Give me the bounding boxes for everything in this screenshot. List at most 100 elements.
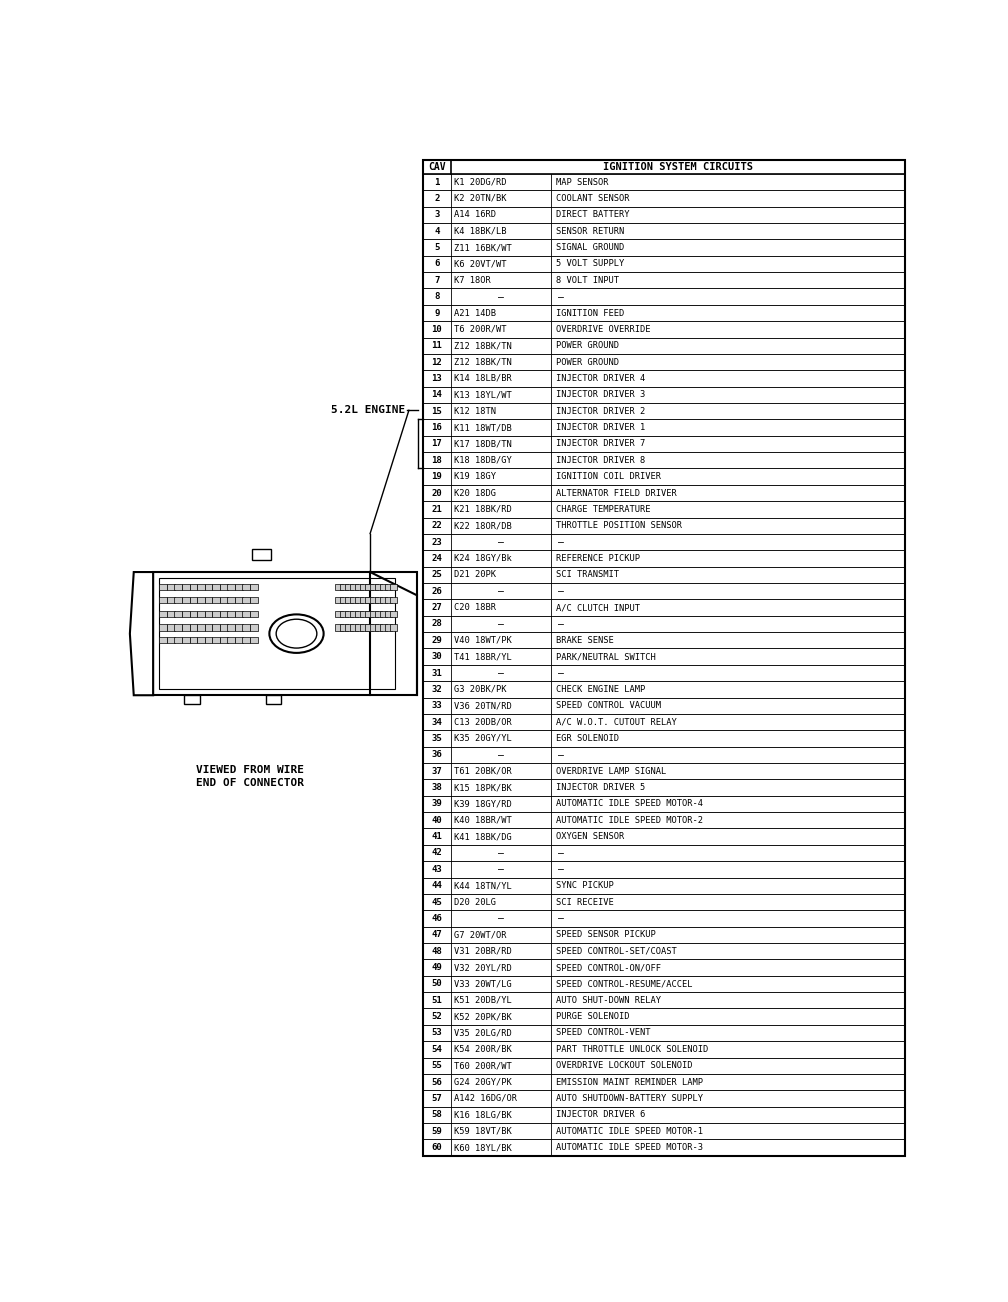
Text: D20 20LG: D20 20LG (454, 897, 496, 906)
Bar (159, 583, 167, 590)
Bar (422, 160, 905, 174)
Bar (422, 174, 905, 190)
Bar (250, 596, 258, 603)
Text: 40: 40 (431, 816, 443, 824)
Bar (422, 370, 905, 387)
Text: C13 20DB/OR: C13 20DB/OR (454, 717, 512, 727)
Text: DIRECT BATTERY: DIRECT BATTERY (556, 211, 630, 219)
Text: OVERDRIVE LOCKOUT SOLENOID: OVERDRIVE LOCKOUT SOLENOID (556, 1061, 692, 1070)
Text: AUTOMATIC IDLE SPEED MOTOR-4: AUTOMATIC IDLE SPEED MOTOR-4 (556, 799, 704, 809)
Ellipse shape (276, 620, 317, 648)
Text: K15 18PK/BK: K15 18PK/BK (454, 783, 512, 792)
Text: —: — (557, 848, 563, 858)
Text: T61 20BK/OR: T61 20BK/OR (454, 767, 512, 776)
Text: EMISSION MAINT REMINDER LAMP: EMISSION MAINT REMINDER LAMP (556, 1078, 704, 1087)
Bar (243, 583, 250, 590)
Bar (252, 549, 271, 560)
Text: A/C W.O.T. CUTOUT RELAY: A/C W.O.T. CUTOUT RELAY (556, 717, 677, 727)
Text: SPEED SENSOR PICKUP: SPEED SENSOR PICKUP (556, 931, 656, 939)
Text: 44: 44 (431, 881, 443, 891)
Bar (422, 190, 905, 207)
Bar (235, 625, 243, 630)
Bar (205, 583, 213, 590)
Text: IGNITION COIL DRIVER: IGNITION COIL DRIVER (556, 473, 661, 482)
Text: AUTOMATIC IDLE SPEED MOTOR-2: AUTOMATIC IDLE SPEED MOTOR-2 (556, 816, 704, 824)
Bar (422, 1139, 905, 1156)
Text: 23: 23 (431, 538, 443, 547)
Text: K60 18YL/BK: K60 18YL/BK (454, 1143, 512, 1152)
Bar (159, 637, 167, 643)
Bar (243, 637, 250, 643)
Bar (365, 625, 373, 630)
Text: AUTOMATIC IDLE SPEED MOTOR-3: AUTOMATIC IDLE SPEED MOTOR-3 (556, 1143, 704, 1152)
Bar (360, 596, 368, 603)
Text: 34: 34 (431, 717, 443, 727)
Text: A/C CLUTCH INPUT: A/C CLUTCH INPUT (556, 603, 640, 612)
Bar (422, 763, 905, 780)
Text: —: — (557, 750, 563, 760)
Bar (422, 910, 905, 927)
Bar (422, 583, 905, 599)
Bar (190, 625, 198, 630)
Text: 5.2L ENGINE: 5.2L ENGINE (331, 405, 405, 415)
Text: —: — (557, 292, 563, 302)
Text: K19 18GY: K19 18GY (454, 473, 496, 482)
Bar (370, 583, 378, 590)
Text: EGR SOLENOID: EGR SOLENOID (556, 734, 619, 743)
Text: AUTOMATIC IDLE SPEED MOTOR-1: AUTOMATIC IDLE SPEED MOTOR-1 (556, 1126, 704, 1135)
Bar (385, 625, 392, 630)
Bar (250, 625, 258, 630)
Text: SYNC PICKUP: SYNC PICKUP (556, 881, 614, 891)
Bar (355, 611, 363, 617)
Bar (220, 637, 228, 643)
Bar (228, 637, 235, 643)
Bar (422, 812, 905, 828)
Text: G24 20GY/PK: G24 20GY/PK (454, 1078, 512, 1087)
Text: 4: 4 (434, 227, 439, 236)
Bar (422, 631, 905, 648)
Text: INJECTOR DRIVER 3: INJECTOR DRIVER 3 (556, 391, 645, 400)
Bar (228, 611, 235, 617)
Bar (355, 596, 363, 603)
Polygon shape (130, 572, 153, 695)
Bar (250, 583, 258, 590)
Text: 8 VOLT INPUT: 8 VOLT INPUT (556, 276, 619, 285)
Bar (389, 583, 397, 590)
Bar (380, 583, 387, 590)
Text: POWER GROUND: POWER GROUND (556, 341, 619, 350)
Text: 50: 50 (431, 979, 443, 988)
Text: 38: 38 (431, 783, 443, 792)
Text: —: — (498, 292, 504, 302)
Text: REFERENCE PICKUP: REFERENCE PICKUP (556, 553, 640, 562)
Text: —: — (557, 865, 563, 875)
Bar (182, 611, 190, 617)
Text: 9: 9 (434, 309, 439, 318)
Text: T60 200R/WT: T60 200R/WT (454, 1061, 512, 1070)
Bar (422, 1090, 905, 1107)
Text: CHECK ENGINE LAMP: CHECK ENGINE LAMP (556, 685, 645, 694)
Text: INJECTOR DRIVER 1: INJECTOR DRIVER 1 (556, 423, 645, 432)
Text: SPEED CONTROL-VENT: SPEED CONTROL-VENT (556, 1029, 650, 1038)
Bar (422, 534, 905, 551)
Bar (422, 518, 905, 534)
Text: K54 200R/BK: K54 200R/BK (454, 1044, 512, 1053)
Text: —: — (557, 618, 563, 629)
Bar (422, 305, 905, 322)
Text: K41 18BK/DG: K41 18BK/DG (454, 832, 512, 841)
Text: 15: 15 (431, 406, 443, 415)
Text: A14 16RD: A14 16RD (454, 211, 496, 219)
Text: 41: 41 (431, 832, 443, 841)
Bar (167, 625, 174, 630)
Text: K12 18TN: K12 18TN (454, 406, 496, 415)
Bar (360, 611, 368, 617)
Text: 17: 17 (431, 440, 443, 448)
Bar (340, 583, 348, 590)
Text: 46: 46 (431, 914, 443, 923)
Bar (336, 583, 343, 590)
Bar (235, 596, 243, 603)
Bar (182, 596, 190, 603)
Text: —: — (498, 848, 504, 858)
Bar (345, 596, 353, 603)
Text: 11: 11 (431, 341, 443, 350)
Text: 56: 56 (431, 1078, 443, 1087)
